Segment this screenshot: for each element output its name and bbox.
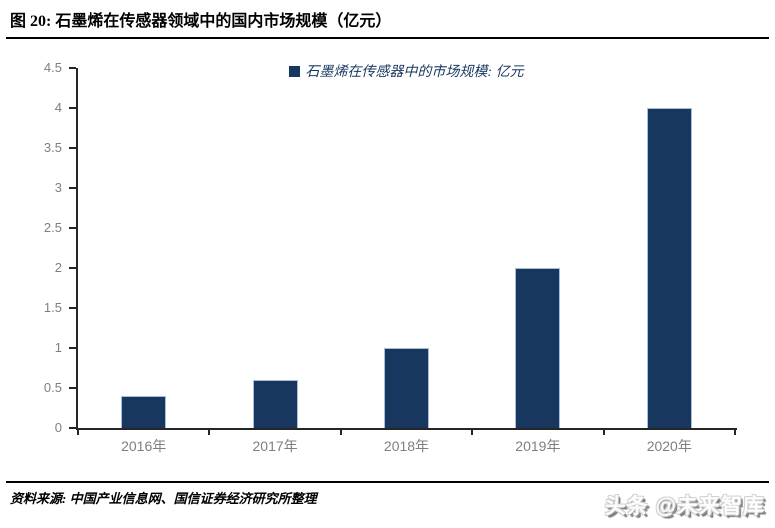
- y-axis-line: [76, 68, 78, 430]
- source-note: 资料来源: 中国产业信息网、国信证券经济研究所整理: [10, 491, 317, 506]
- bar-2017: [252, 380, 298, 428]
- x-tick-mark: [471, 430, 474, 435]
- y-tick-mark: [69, 427, 76, 429]
- y-tick-label: 1.5: [43, 300, 62, 315]
- y-tick-mark: [69, 227, 76, 229]
- bar-2020: [646, 108, 692, 428]
- y-tick-label: 0.5: [43, 380, 62, 395]
- x-tick-label: 2020年: [646, 438, 692, 454]
- y-tick-label: 3.5: [43, 140, 62, 155]
- watermark: 头条 @未来智库: [604, 495, 765, 518]
- y-tick-label: 1: [54, 340, 62, 355]
- x-tick-label: 2018年: [383, 438, 430, 454]
- y-tick-mark: [69, 187, 76, 189]
- x-tick-mark: [208, 430, 211, 435]
- x-tick-label: 2017年: [252, 438, 298, 454]
- x-tick-mark: [602, 430, 605, 435]
- bar-2018: [384, 348, 429, 428]
- x-tick-label: 2016年: [121, 438, 167, 454]
- y-tick-label: 2: [54, 260, 62, 275]
- figure-title: 图 20: 石墨烯在传感器领域中的国内市场规模（亿元）: [10, 13, 392, 30]
- x-tick-mark: [734, 430, 736, 435]
- y-tick-label: 0: [54, 420, 62, 435]
- legend-label: 石墨烯在传感器中的市场规模: 亿元: [305, 65, 524, 80]
- bar-2019: [515, 268, 561, 428]
- chart-legend: 石墨烯在传感器中的市场规模: 亿元: [78, 61, 735, 81]
- y-tick-mark: [69, 67, 76, 69]
- title-divider: [6, 37, 769, 39]
- y-tick-mark: [69, 307, 76, 309]
- legend-swatch-icon: [289, 65, 301, 77]
- footer-divider: [6, 481, 769, 483]
- x-tick-mark: [339, 430, 342, 435]
- x-tick-label: 2019年: [515, 438, 561, 454]
- bar-2016: [121, 396, 167, 428]
- y-tick-mark: [69, 347, 76, 349]
- y-tick-mark: [69, 147, 76, 149]
- y-tick-mark: [69, 107, 76, 109]
- y-tick-label: 2.5: [43, 220, 62, 235]
- y-tick-mark: [69, 267, 76, 269]
- y-tick-mark: [69, 387, 76, 389]
- y-tick-label: 4.5: [43, 60, 62, 75]
- y-tick-label: 4: [54, 100, 62, 115]
- y-tick-label: 3: [54, 180, 62, 195]
- x-tick-mark: [77, 430, 79, 435]
- x-axis-line: [76, 428, 737, 430]
